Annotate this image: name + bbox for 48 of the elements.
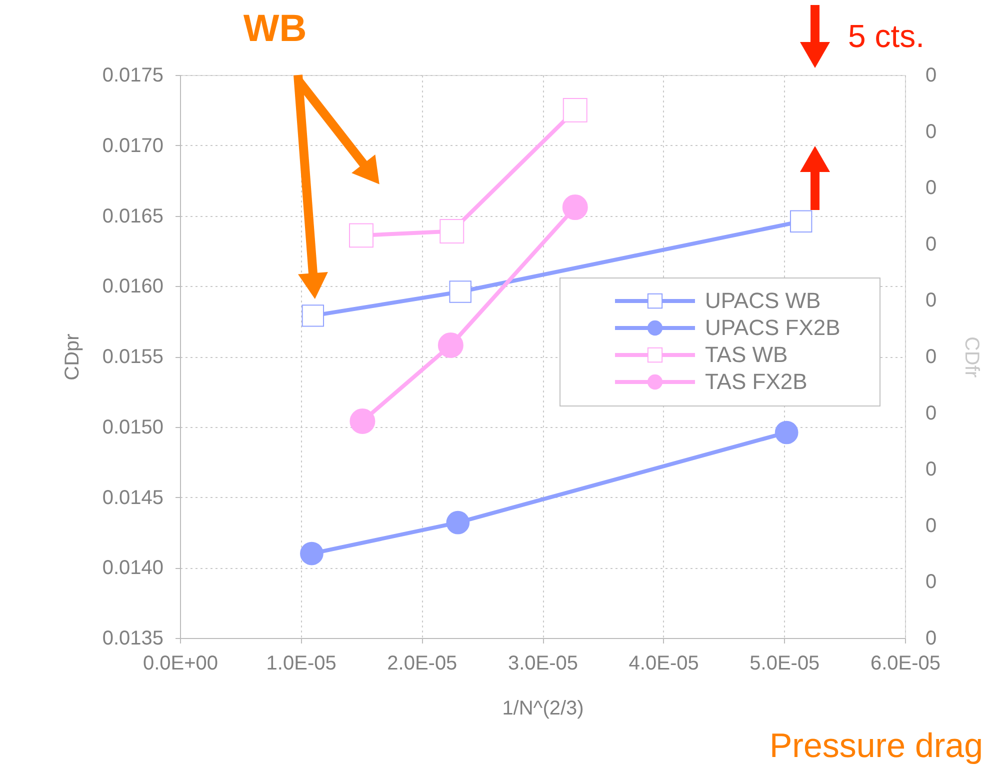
y2-tick-label: 0 xyxy=(926,628,937,650)
y2-tick-label: 0 xyxy=(926,514,937,537)
text: WB xyxy=(243,8,307,50)
point xyxy=(449,280,472,303)
point xyxy=(440,219,464,244)
y2-tick-label: 0 xyxy=(926,402,937,424)
x-tick-label: 5.0E-05 xyxy=(750,652,820,674)
y-tick-label: 0.0165 xyxy=(102,205,164,228)
y2-tick-label: 0 xyxy=(926,458,937,481)
point xyxy=(350,408,376,434)
x-tick-label: 0.0E+00 xyxy=(142,652,218,674)
legend-label: UPACS WB xyxy=(705,288,821,313)
y-tick-label: 0.0160 xyxy=(102,276,164,298)
x-tick-label: 1.0E-05 xyxy=(266,652,336,674)
y-tick-label: 0.0155 xyxy=(102,346,164,368)
y-tick-label: 0.0140 xyxy=(102,557,164,580)
text: Pressure drag xyxy=(769,727,983,765)
point xyxy=(446,510,470,534)
y-axis-title: CDpr xyxy=(61,333,84,380)
x-tick-label: 2.0E-05 xyxy=(387,652,458,674)
point xyxy=(774,420,798,444)
x-tick-label: 4.0E-05 xyxy=(628,652,699,674)
y2-tick-label: 0 xyxy=(926,233,937,256)
y-tick-label: 0.0135 xyxy=(102,628,164,650)
y-tick-label: 0.0150 xyxy=(102,416,164,438)
x-axis-title: 1/N^(2/3) xyxy=(502,698,584,720)
point xyxy=(302,304,324,327)
y-tick-label: 0.0175 xyxy=(102,64,164,86)
point xyxy=(562,194,588,220)
y2-tick-label: 0 xyxy=(926,290,937,312)
point xyxy=(300,542,324,566)
y-tick-label: 0.0170 xyxy=(102,134,164,157)
point xyxy=(349,223,374,248)
text: 5 cts. xyxy=(848,18,924,54)
point xyxy=(438,332,464,358)
x-tick-label: 3.0E-05 xyxy=(508,652,578,674)
y2-tick-label: 0 xyxy=(926,64,937,86)
legend-label: UPACS FX2B xyxy=(705,315,840,340)
y2-tick-label: 0 xyxy=(926,571,937,594)
y2-tick-label: 0 xyxy=(926,346,937,368)
y2-tick-label: 0 xyxy=(926,177,937,200)
point xyxy=(562,98,588,122)
point xyxy=(790,210,812,232)
legend-label: TAS FX2B xyxy=(705,369,808,394)
legend-label: TAS WB xyxy=(705,342,788,367)
y-tick-label: 0.0145 xyxy=(102,486,164,509)
y2-tick-label: 0 xyxy=(926,120,937,143)
x-tick-label: 6.0E-05 xyxy=(870,652,941,674)
